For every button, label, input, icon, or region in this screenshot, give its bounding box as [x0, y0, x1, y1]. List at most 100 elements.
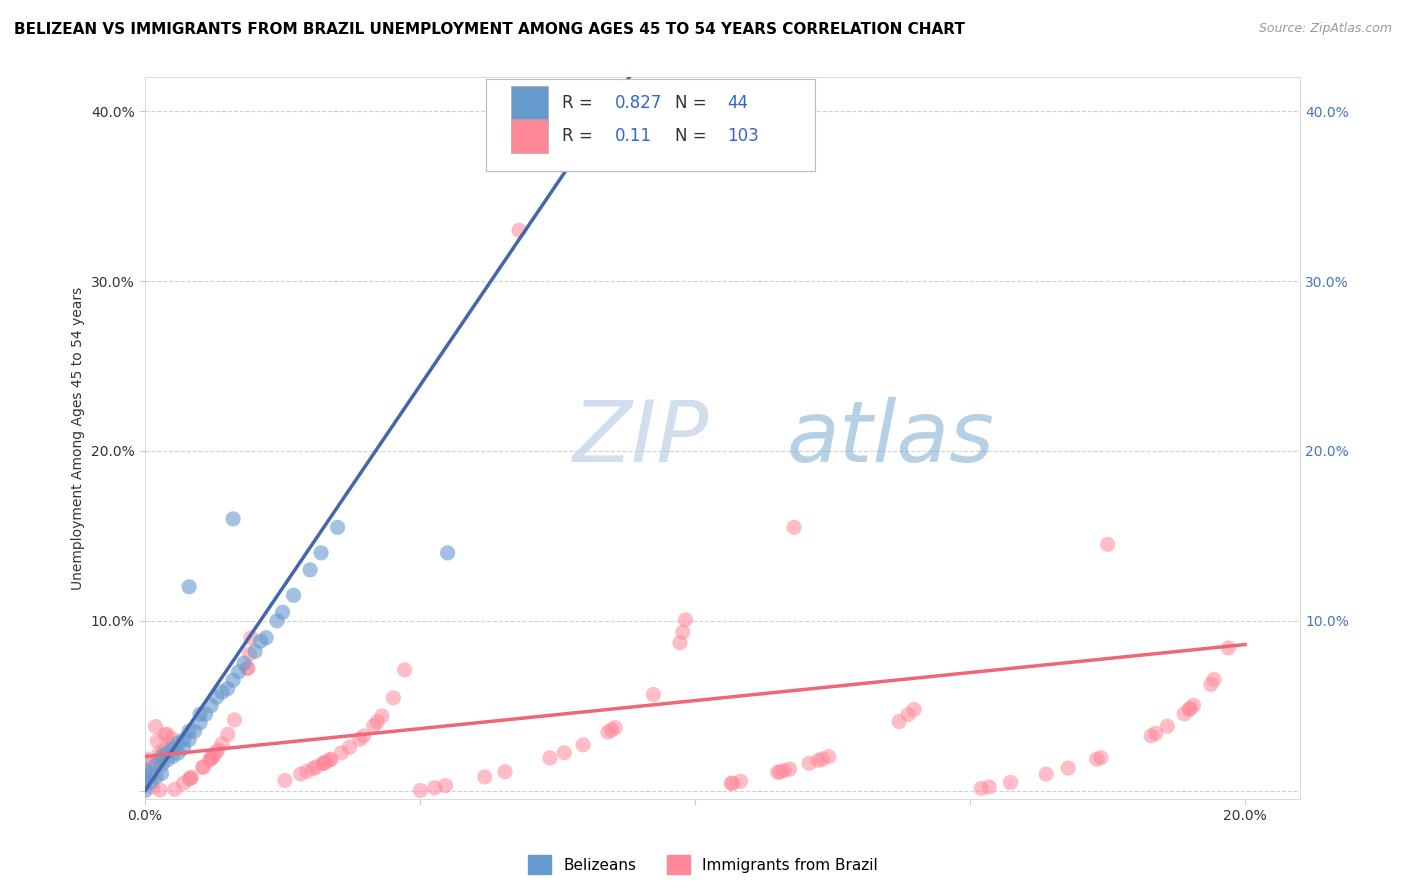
Point: [148, 755, 170, 769]
Point: [283, 588, 305, 602]
Point: [600, 723, 623, 737]
Point: [309, 546, 332, 560]
Point: [353, 729, 375, 743]
Point: [191, 760, 214, 774]
Point: [201, 750, 224, 764]
Point: [1173, 706, 1195, 721]
Point: [193, 760, 215, 774]
Point: [1090, 750, 1112, 764]
Point: [207, 743, 229, 757]
Point: [394, 663, 416, 677]
Point: [1057, 761, 1080, 775]
Point: [134, 763, 156, 777]
Point: [134, 775, 156, 789]
Point: [139, 766, 162, 780]
Point: [179, 772, 201, 786]
Point: [766, 765, 789, 780]
Point: [1199, 677, 1222, 691]
Point: [596, 725, 619, 739]
Text: BELIZEAN VS IMMIGRANTS FROM BRAZIL UNEMPLOYMENT AMONG AGES 45 TO 54 YEARS CORREL: BELIZEAN VS IMMIGRANTS FROM BRAZIL UNEMP…: [14, 22, 965, 37]
Point: [366, 714, 388, 729]
Point: [672, 625, 695, 640]
Point: [150, 758, 173, 772]
Point: [188, 707, 211, 722]
Point: [135, 775, 157, 789]
Point: [538, 751, 561, 765]
Point: [779, 762, 801, 776]
Point: [382, 690, 405, 705]
Text: 0.11: 0.11: [616, 127, 652, 145]
Text: N =: N =: [675, 95, 711, 112]
Point: [897, 707, 920, 722]
Point: [167, 736, 190, 750]
Point: [145, 770, 167, 784]
Point: [142, 768, 165, 782]
Point: [312, 756, 335, 771]
Point: [146, 734, 169, 748]
Point: [295, 764, 318, 779]
Point: [188, 715, 211, 730]
Point: [222, 673, 245, 688]
Point: [217, 727, 239, 741]
Point: [180, 770, 202, 784]
Point: [290, 767, 312, 781]
Point: [769, 764, 792, 779]
Point: [979, 780, 1001, 794]
Text: Source: ZipAtlas.com: Source: ZipAtlas.com: [1258, 22, 1392, 36]
Point: [1144, 726, 1167, 740]
Point: [233, 657, 256, 671]
Point: [1097, 537, 1119, 551]
Point: [326, 520, 349, 534]
Point: [150, 766, 173, 780]
Point: [173, 741, 195, 756]
Point: [887, 714, 910, 729]
Point: [314, 756, 336, 770]
Point: [494, 764, 516, 779]
FancyBboxPatch shape: [486, 78, 815, 171]
Point: [177, 580, 200, 594]
Point: [156, 727, 179, 741]
Point: [553, 746, 575, 760]
Point: [249, 634, 271, 648]
Point: [675, 613, 697, 627]
Point: [436, 546, 458, 560]
Point: [312, 756, 335, 771]
Point: [150, 749, 173, 764]
Point: [970, 781, 993, 796]
Point: [179, 772, 201, 786]
Point: [349, 732, 371, 747]
Point: [149, 783, 172, 797]
Point: [330, 746, 353, 760]
Point: [211, 685, 233, 699]
Point: [643, 688, 665, 702]
Point: [1000, 775, 1022, 789]
Point: [474, 770, 496, 784]
Point: [1156, 719, 1178, 733]
Point: [156, 753, 179, 767]
Text: ZIP: ZIP: [572, 397, 709, 480]
Point: [811, 752, 834, 766]
Point: [339, 740, 361, 755]
Point: [183, 724, 205, 739]
Point: [238, 647, 260, 661]
Y-axis label: Unemployment Among Ages 45 to 54 years: Unemployment Among Ages 45 to 54 years: [72, 286, 86, 590]
Point: [167, 746, 190, 760]
Point: [669, 636, 692, 650]
Point: [299, 563, 322, 577]
Point: [136, 755, 159, 769]
Text: R =: R =: [562, 95, 598, 112]
Point: [136, 752, 159, 766]
Point: [807, 753, 830, 767]
Point: [783, 520, 806, 534]
Point: [605, 721, 627, 735]
Point: [773, 764, 796, 778]
Point: [160, 731, 183, 746]
Point: [162, 749, 184, 764]
Point: [240, 631, 263, 645]
Text: atlas: atlas: [786, 397, 994, 480]
Point: [720, 776, 742, 790]
Point: [371, 709, 394, 723]
Text: R =: R =: [562, 127, 598, 145]
Point: [200, 698, 222, 713]
Point: [799, 756, 821, 771]
